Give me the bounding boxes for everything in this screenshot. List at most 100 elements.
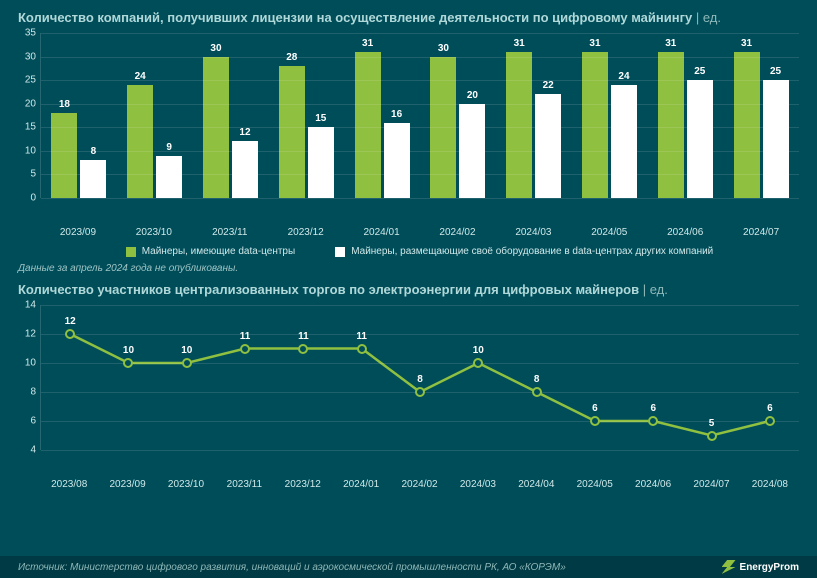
line-value-label: 6 bbox=[767, 403, 773, 414]
bar-group: 249 bbox=[117, 33, 193, 198]
y-tick: 35 bbox=[25, 28, 36, 39]
line-marker bbox=[415, 387, 425, 397]
line-marker bbox=[357, 344, 367, 354]
bar-white: 25 bbox=[763, 80, 789, 198]
bar-group: 3116 bbox=[344, 33, 420, 198]
bar-value-label: 31 bbox=[514, 38, 525, 49]
chart2-title-text: Количество участников централизованных т… bbox=[18, 282, 639, 297]
y-tick: 4 bbox=[30, 445, 36, 456]
line-marker bbox=[65, 329, 75, 339]
bar-white: 16 bbox=[384, 123, 410, 198]
bar-value-label: 25 bbox=[694, 66, 705, 77]
bar-green: 18 bbox=[51, 113, 77, 198]
x-label: 2024/04 bbox=[507, 479, 565, 490]
line-x-labels: 2023/082023/092023/102023/112023/122024/… bbox=[40, 479, 799, 490]
y-tick: 20 bbox=[25, 98, 36, 109]
x-label: 2023/10 bbox=[157, 479, 215, 490]
bar-white: 8 bbox=[80, 160, 106, 198]
bar-x-labels: 2023/092023/102023/112023/122024/012024/… bbox=[40, 227, 799, 238]
bar-group: 2815 bbox=[268, 33, 344, 198]
source-bar: Источник: Министерство цифрового развити… bbox=[0, 556, 817, 578]
bar-value-label: 25 bbox=[770, 66, 781, 77]
y-tick: 10 bbox=[25, 358, 36, 369]
y-tick: 5 bbox=[30, 169, 36, 180]
grid-line bbox=[41, 198, 799, 199]
x-label: 2024/01 bbox=[332, 479, 390, 490]
x-label: 2024/05 bbox=[571, 227, 647, 238]
x-label: 2023/11 bbox=[215, 479, 273, 490]
x-label: 2024/03 bbox=[495, 227, 571, 238]
line-value-label: 10 bbox=[181, 345, 192, 356]
bar-value-label: 16 bbox=[391, 109, 402, 120]
grid-line bbox=[41, 80, 799, 81]
bar-value-label: 30 bbox=[210, 43, 221, 54]
bar-green: 24 bbox=[127, 85, 153, 198]
line-marker bbox=[240, 344, 250, 354]
y-tick: 10 bbox=[25, 145, 36, 156]
line-marker bbox=[473, 358, 483, 368]
bar-green: 31 bbox=[355, 52, 381, 198]
chart1-footnote: Данные за апрель 2024 года не опубликова… bbox=[18, 263, 799, 274]
bar-group: 3124 bbox=[572, 33, 648, 198]
x-label: 2024/07 bbox=[723, 227, 799, 238]
bar-white: 24 bbox=[611, 85, 637, 198]
grid-line bbox=[41, 174, 799, 175]
legend-item-white: Майнеры, размещающие своё оборудование в… bbox=[335, 246, 713, 257]
bar-value-label: 31 bbox=[362, 38, 373, 49]
grid-line bbox=[41, 305, 799, 306]
grid-line bbox=[41, 151, 799, 152]
bar-plot: 18824930122815311630203122312431253125 bbox=[40, 33, 799, 198]
line-value-label: 10 bbox=[473, 345, 484, 356]
grid-line bbox=[41, 450, 799, 451]
grid-line bbox=[41, 421, 799, 422]
line-value-label: 11 bbox=[240, 331, 251, 342]
y-tick: 0 bbox=[30, 193, 36, 204]
bar-white: 22 bbox=[535, 94, 561, 198]
bar-value-label: 31 bbox=[665, 38, 676, 49]
x-label: 2023/09 bbox=[98, 479, 156, 490]
grid-line bbox=[41, 334, 799, 335]
bar-value-label: 30 bbox=[438, 43, 449, 54]
x-label: 2024/03 bbox=[449, 479, 507, 490]
y-tick: 6 bbox=[30, 416, 36, 427]
line-value-label: 8 bbox=[534, 374, 540, 385]
grid-line bbox=[41, 33, 799, 34]
line-y-axis: 468101214 bbox=[18, 305, 40, 450]
x-label: 2023/08 bbox=[40, 479, 98, 490]
bar-y-axis: 05101520253035 bbox=[18, 33, 40, 198]
source-text: Источник: Министерство цифрового развити… bbox=[18, 562, 566, 573]
y-tick: 12 bbox=[25, 329, 36, 340]
bar-white: 25 bbox=[687, 80, 713, 198]
grid-line bbox=[41, 104, 799, 105]
chart1-title-text: Количество компаний, получивших лицензии… bbox=[18, 10, 692, 25]
grid-line bbox=[41, 57, 799, 58]
chart2-unit: | ед. bbox=[639, 282, 668, 297]
brand-name: EnergyProm bbox=[740, 562, 799, 573]
bar-value-label: 12 bbox=[239, 127, 250, 138]
bar-group: 3125 bbox=[723, 33, 799, 198]
x-label: 2023/12 bbox=[268, 227, 344, 238]
x-label: 2023/10 bbox=[116, 227, 192, 238]
bar-green: 28 bbox=[279, 66, 305, 198]
swatch-green bbox=[126, 247, 136, 257]
line-value-label: 12 bbox=[65, 316, 76, 327]
line-plot: 12101011111181086656 bbox=[40, 305, 799, 450]
x-label: 2024/06 bbox=[624, 479, 682, 490]
line-marker bbox=[298, 344, 308, 354]
x-label: 2024/02 bbox=[420, 227, 496, 238]
x-label: 2024/08 bbox=[741, 479, 799, 490]
bolt-icon bbox=[722, 560, 736, 574]
x-label: 2024/05 bbox=[566, 479, 624, 490]
bar-value-label: 20 bbox=[467, 90, 478, 101]
line-marker bbox=[648, 416, 658, 426]
bar-group: 30 12 bbox=[193, 33, 269, 198]
x-label: 2023/12 bbox=[274, 479, 332, 490]
legend-label-1: Майнеры, имеющие data-центры bbox=[142, 246, 295, 257]
bar-group: 188 bbox=[41, 33, 117, 198]
x-label: 2024/06 bbox=[647, 227, 723, 238]
x-label: 2023/09 bbox=[40, 227, 116, 238]
line-value-label: 6 bbox=[650, 403, 656, 414]
y-tick: 8 bbox=[30, 387, 36, 398]
line-marker bbox=[182, 358, 192, 368]
bar-value-label: 22 bbox=[543, 80, 554, 91]
